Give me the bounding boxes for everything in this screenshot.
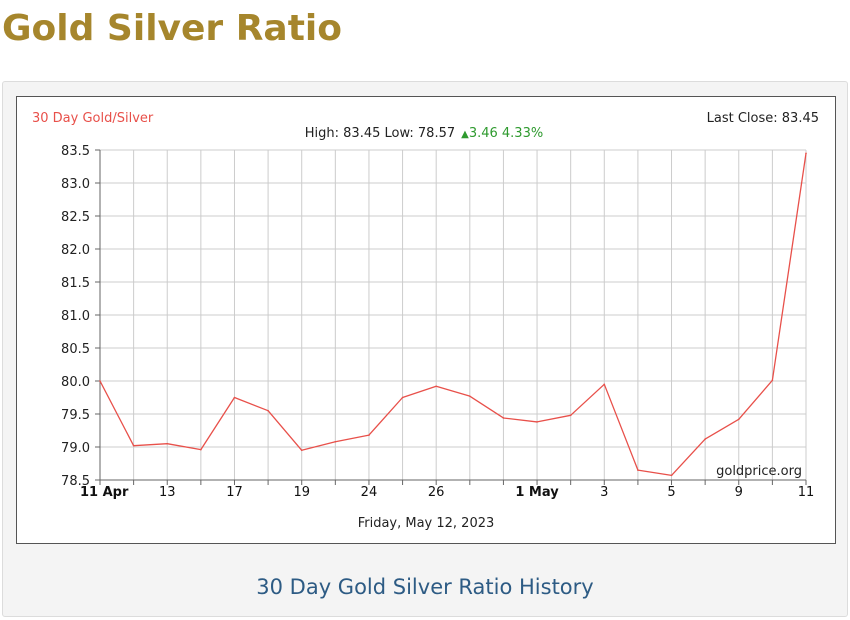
data-point bbox=[603, 383, 606, 386]
chart-frame bbox=[16, 96, 836, 544]
y-tick-label: 80.0 bbox=[61, 375, 90, 390]
data-point bbox=[435, 385, 437, 388]
x-tick-label: 17 bbox=[226, 485, 243, 500]
x-tick-label: 9 bbox=[735, 485, 743, 500]
x-tick-label: 11 bbox=[798, 485, 815, 500]
data-point bbox=[737, 418, 740, 421]
y-tick-label: 81.0 bbox=[61, 309, 90, 324]
page-title: Gold Silver Ratio bbox=[2, 8, 342, 49]
watermark: goldprice.org bbox=[716, 464, 802, 479]
chart-title: 30 Day Gold/Silver bbox=[32, 111, 154, 126]
x-tick-label: 24 bbox=[361, 485, 378, 500]
x-tick-label: 19 bbox=[293, 485, 310, 500]
series-layer bbox=[99, 152, 807, 477]
x-tick-label: 26 bbox=[428, 485, 445, 500]
y-tick-label: 81.5 bbox=[61, 276, 90, 291]
grid bbox=[95, 149, 807, 485]
x-tick-label: 5 bbox=[667, 485, 675, 500]
data-point bbox=[334, 440, 337, 443]
data-point bbox=[771, 379, 774, 382]
stats-line: High: 83.45 Low: 78.57 ▲3.46 4.33% bbox=[305, 126, 543, 141]
y-axis-ticks: 78.5 79.0 79.5 80.0 80.5 81.0 81.5 82.0 82.5 83.0… bbox=[61, 144, 90, 489]
change-up-arrow: ▲ bbox=[461, 129, 469, 140]
x-axis-ticks: 11 Apr 13 17 19 24 26 1 May 3 5 9 11 bbox=[80, 485, 814, 500]
data-point bbox=[469, 395, 471, 397]
data-point bbox=[502, 417, 505, 419]
y-tick-label: 79.5 bbox=[61, 408, 90, 423]
chart-caption: 30 Day Gold Silver Ratio History bbox=[256, 575, 594, 599]
data-point bbox=[670, 474, 673, 477]
x-tick-label: 13 bbox=[159, 485, 176, 500]
data-point bbox=[267, 409, 269, 412]
x-tick-label: 1 May bbox=[515, 485, 559, 500]
data-point bbox=[132, 444, 135, 447]
y-tick-label: 83.5 bbox=[61, 144, 90, 159]
stats-high-low: High: 83.45 Low: 78.57 bbox=[305, 126, 455, 141]
data-point bbox=[569, 414, 572, 417]
x-tick-label: 3 bbox=[600, 485, 608, 500]
series-line bbox=[99, 153, 807, 477]
data-point bbox=[233, 396, 236, 399]
y-tick-label: 79.0 bbox=[61, 441, 90, 456]
y-tick-label: 83.0 bbox=[61, 177, 90, 192]
data-point bbox=[805, 152, 807, 155]
data-point bbox=[536, 421, 538, 423]
data-point bbox=[200, 448, 202, 451]
y-tick-label: 82.0 bbox=[61, 243, 90, 258]
data-point bbox=[300, 449, 303, 452]
x-tick-label: 11 Apr bbox=[80, 485, 129, 500]
data-point bbox=[99, 380, 101, 382]
y-tick-label: 80.5 bbox=[61, 342, 90, 357]
data-point bbox=[704, 438, 706, 440]
data-point bbox=[401, 396, 404, 399]
last-close-label: Last Close: 83.45 bbox=[707, 111, 819, 126]
data-point bbox=[368, 434, 370, 436]
stats-change: 3.46 4.33% bbox=[469, 126, 543, 141]
y-tick-label: 78.5 bbox=[61, 474, 90, 489]
data-point bbox=[166, 442, 169, 445]
gold-silver-ratio-chart: 30 Day Gold/Silver Last Close: 83.45 Hig… bbox=[32, 111, 819, 531]
data-point bbox=[637, 469, 639, 471]
date-label: Friday, May 12, 2023 bbox=[358, 516, 495, 531]
y-tick-label: 82.5 bbox=[61, 210, 90, 225]
